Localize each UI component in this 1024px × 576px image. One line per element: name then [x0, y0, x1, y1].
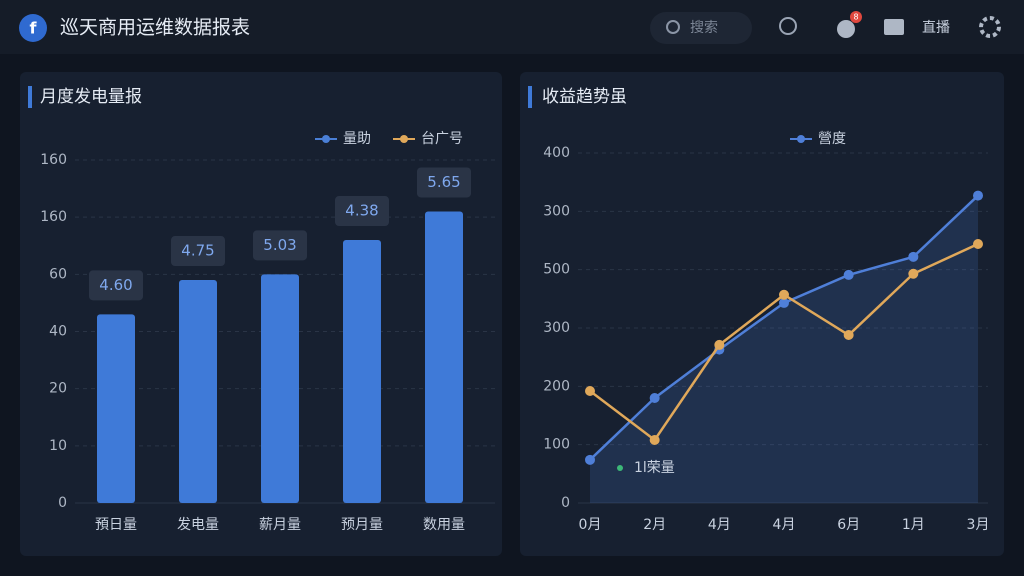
- area: [590, 195, 978, 504]
- data-callout-label: 4.75: [181, 242, 214, 260]
- bar: [343, 240, 381, 504]
- y-tick-label: 300: [543, 203, 570, 219]
- search-icon: [666, 20, 680, 34]
- point: [973, 190, 983, 201]
- live-link[interactable]: 直播: [922, 19, 950, 36]
- data-callout-label: 5.65: [427, 173, 460, 191]
- point: [649, 393, 660, 403]
- annotation-dot: [617, 465, 623, 471]
- y-tick-label: 40: [49, 324, 67, 340]
- point: [843, 330, 854, 340]
- point: [714, 339, 725, 350]
- search-button[interactable]: [779, 17, 797, 35]
- search-box[interactable]: [650, 12, 752, 44]
- bar: [97, 314, 135, 503]
- point: [843, 269, 854, 280]
- data-callout-label: 5.03: [263, 236, 296, 254]
- point: [779, 289, 789, 300]
- legend-swatch: [322, 135, 330, 143]
- x-tick-label: 4月: [708, 517, 731, 533]
- data-callout: [89, 270, 143, 301]
- panel-title: 收益趋势虽: [542, 87, 627, 107]
- panel: [520, 72, 1004, 556]
- y-tick-label: 160: [40, 209, 67, 225]
- search-placeholder: 搜索: [690, 19, 718, 36]
- y-tick-label: 60: [49, 266, 67, 282]
- panel-title: 月度发电量报: [40, 87, 142, 107]
- x-tick-label: 数用量: [423, 517, 465, 533]
- data-callout: [171, 236, 225, 267]
- y-tick-label: 160: [40, 152, 67, 168]
- point: [908, 268, 919, 279]
- bar: [425, 211, 463, 503]
- title-accent: [528, 86, 532, 108]
- y-tick-label: 200: [543, 378, 570, 394]
- point: [779, 297, 789, 308]
- x-tick-label: 預日量: [95, 517, 137, 533]
- annotation: 1l荣量: [634, 460, 675, 476]
- data-callout: [253, 230, 307, 261]
- x-tick-label: 3月: [967, 517, 990, 533]
- data-callout-label: 4.38: [345, 202, 378, 220]
- message-icon[interactable]: [884, 19, 904, 35]
- x-tick-label: 6月: [837, 517, 860, 533]
- x-tick-label: 0月: [579, 517, 602, 533]
- point: [973, 239, 983, 249]
- badge-count: 8: [853, 13, 858, 22]
- data-callout: [417, 167, 471, 198]
- badge: [850, 11, 862, 23]
- point: [649, 435, 660, 445]
- legend-label: 台广号: [421, 131, 463, 147]
- settings-icon[interactable]: [979, 16, 1001, 38]
- x-tick-label: 4月: [773, 517, 796, 533]
- data-callout-label: 4.60: [99, 276, 132, 294]
- legend-swatch: [797, 135, 805, 143]
- point: [908, 251, 919, 262]
- y-tick-label: 100: [543, 437, 570, 453]
- bar: [261, 274, 299, 503]
- x-tick-label: 薪月量: [259, 517, 301, 533]
- point: [585, 454, 595, 465]
- y-tick-label: 500: [543, 262, 570, 278]
- x-tick-label: 预月量: [341, 517, 383, 533]
- y-tick-label: 0: [561, 495, 570, 511]
- notification-icon[interactable]: [837, 20, 855, 38]
- legend-label: 營度: [818, 131, 846, 147]
- app-title: 巡天商用运维数据报表: [60, 17, 250, 39]
- x-tick-label: 2月: [643, 517, 666, 533]
- y-tick-label: 300: [543, 320, 570, 336]
- x-tick-label: 1月: [902, 517, 925, 533]
- legend-swatch: [400, 135, 408, 143]
- data-callout: [335, 196, 389, 227]
- logo-letter: f: [30, 19, 38, 38]
- x-tick-label: 发电量: [177, 517, 219, 533]
- title-accent: [28, 86, 32, 108]
- y-tick-label: 10: [49, 438, 67, 454]
- point: [585, 386, 595, 396]
- y-tick-label: 20: [49, 381, 67, 397]
- y-tick-label: 400: [543, 145, 570, 161]
- legend-label: 量助: [343, 131, 371, 147]
- y-tick-label: 0: [58, 495, 67, 511]
- logo[interactable]: [19, 14, 47, 42]
- bar: [179, 280, 217, 503]
